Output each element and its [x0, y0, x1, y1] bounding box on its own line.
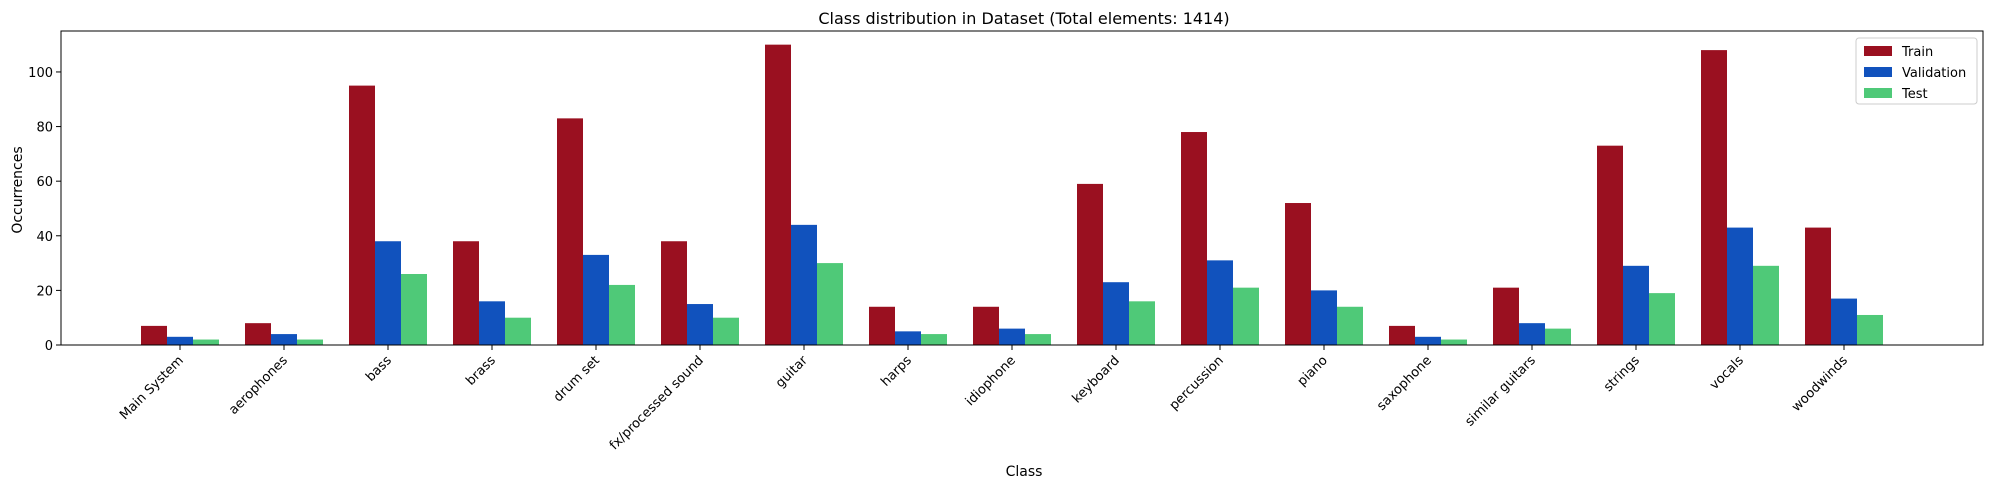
x-tick-label: keyboard	[1070, 353, 1123, 406]
bar-validation-3	[479, 301, 505, 345]
bar-validation-12	[1415, 336, 1441, 345]
legend-label: Validation	[1902, 66, 1966, 81]
bar-train-9	[1077, 183, 1103, 345]
y-axis-label: Occurrences	[10, 146, 26, 233]
y-tick-label: 60	[36, 175, 53, 190]
bar-test-8	[1025, 334, 1051, 345]
bar-validation-1	[271, 334, 297, 345]
bar-test-3	[505, 317, 531, 345]
bar-train-5	[661, 241, 687, 345]
y-tick-label: 0	[45, 339, 53, 354]
bar-test-6	[817, 263, 843, 345]
bar-validation-7	[895, 331, 921, 345]
x-tick-label: idiophone	[963, 353, 1019, 409]
bar-validation-11	[1311, 290, 1337, 345]
bar-validation-13	[1519, 323, 1545, 345]
bar-test-0	[193, 339, 219, 345]
bar-train-6	[765, 44, 791, 346]
x-tick-label: vocals	[1707, 353, 1747, 393]
bar-validation-9	[1103, 282, 1129, 345]
bar-validation-2	[375, 241, 401, 345]
bar-train-14	[1597, 145, 1623, 345]
bar-validation-5	[687, 304, 713, 345]
bar-train-0	[141, 325, 167, 345]
x-tick-label: aerophones	[226, 353, 291, 418]
bar-train-7	[869, 306, 895, 345]
y-tick-label: 100	[28, 66, 53, 81]
bar-test-5	[713, 317, 739, 345]
x-tick-label: fx/processed sound	[607, 353, 707, 453]
bar-validation-4	[583, 254, 609, 345]
bar-test-11	[1337, 306, 1363, 345]
bar-test-2	[401, 274, 427, 345]
x-tick-label: harps	[878, 353, 915, 390]
y-tick-label: 40	[36, 230, 53, 245]
y-axis: 0 20 40 60 80 100	[28, 66, 61, 354]
y-tick-label: 20	[36, 284, 53, 299]
legend-swatch	[1864, 88, 1892, 98]
bar-train-2	[349, 85, 375, 346]
bar-train-12	[1389, 325, 1415, 345]
bar-test-15	[1753, 265, 1779, 345]
bar-validation-16	[1831, 298, 1857, 345]
x-axis: Main System aerophones bass brass drum set fx…	[117, 345, 1851, 453]
bar-test-12	[1441, 339, 1467, 345]
x-tick-label: Main System	[117, 353, 187, 423]
x-tick-label: guitar	[773, 353, 811, 391]
bar-train-1	[245, 323, 271, 345]
bar-validation-6	[791, 224, 817, 345]
bar-test-7	[921, 334, 947, 345]
bar-test-16	[1857, 314, 1883, 345]
x-tick-label: drum set	[551, 353, 603, 405]
bar-validation-8	[999, 328, 1025, 345]
bar-test-4	[609, 284, 635, 345]
chart-title: Class distribution in Dataset (Total ele…	[818, 9, 1229, 28]
x-tick-label: brass	[463, 353, 499, 389]
legend-label: Train	[1901, 45, 1933, 60]
plot-frame	[60, 30, 1984, 346]
bar-test-9	[1129, 301, 1155, 345]
bar-test-13	[1545, 328, 1571, 345]
bar-train-11	[1285, 203, 1311, 345]
x-tick-label: piano	[1295, 353, 1331, 389]
bar-test-10	[1233, 287, 1259, 345]
bar-train-15	[1701, 50, 1727, 346]
legend-swatch	[1864, 67, 1892, 77]
bar-train-8	[973, 306, 999, 345]
bar-train-16	[1805, 227, 1831, 345]
bar-validation-15	[1727, 227, 1753, 345]
x-tick-label: strings	[1601, 353, 1643, 395]
legend-label: Test	[1901, 87, 1928, 102]
bar-test-14	[1649, 293, 1675, 345]
bar-test-1	[297, 339, 323, 345]
bar-validation-14	[1623, 265, 1649, 345]
x-tick-label: bass	[363, 353, 395, 385]
bar-train-13	[1493, 287, 1519, 345]
bar-validation-10	[1207, 260, 1233, 345]
bar-validation-0	[167, 336, 193, 345]
bar-train-3	[453, 241, 479, 345]
x-tick-label: woodwinds	[1789, 353, 1851, 415]
x-tick-label: similar guitars	[1462, 353, 1539, 430]
x-tick-label: percussion	[1167, 353, 1227, 413]
x-axis-label: Class	[1006, 464, 1043, 480]
legend: Train Validation Test	[1855, 37, 1978, 105]
x-tick-label: saxophone	[1374, 353, 1435, 414]
legend-swatch	[1864, 46, 1892, 56]
plot-area	[60, 30, 1984, 346]
bar-train-4	[557, 118, 583, 346]
y-tick-label: 80	[36, 121, 53, 136]
bar-train-10	[1181, 132, 1207, 345]
